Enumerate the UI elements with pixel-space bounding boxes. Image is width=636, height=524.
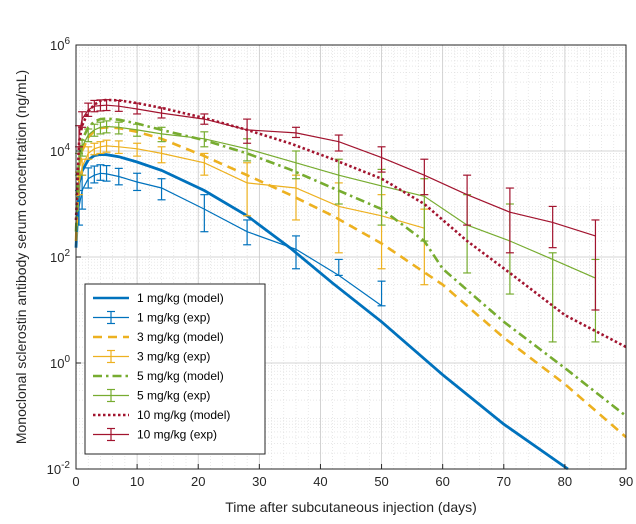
series-group bbox=[74, 98, 627, 471]
y-tick-label: 100 bbox=[50, 354, 70, 371]
y-tick-label: 102 bbox=[50, 248, 70, 265]
series-line-1-mg-kg-model bbox=[74, 153, 569, 471]
x-tick-label: 80 bbox=[558, 474, 572, 489]
legend-entry-label: 1 mg/kg (model) bbox=[137, 291, 224, 305]
legend-entry-label: 10 mg/kg (exp) bbox=[137, 428, 217, 442]
x-tick-label: 30 bbox=[252, 474, 266, 489]
y-tick-label: 106 bbox=[50, 36, 70, 53]
y-tick-label: 104 bbox=[50, 142, 70, 159]
legend-entry-label: 5 mg/kg (model) bbox=[137, 369, 224, 383]
legend-entry-label: 3 mg/kg (model) bbox=[137, 330, 224, 344]
x-tick-label: 10 bbox=[130, 474, 144, 489]
x-tick-label: 90 bbox=[619, 474, 633, 489]
x-tick-label: 50 bbox=[374, 474, 388, 489]
x-tick-label: 40 bbox=[313, 474, 327, 489]
series-line-1-mg-kg-exp bbox=[78, 172, 382, 307]
x-axis-label: Time after subcutaneous injection (days) bbox=[225, 499, 477, 515]
x-tick-label: 60 bbox=[435, 474, 449, 489]
x-tick-label: 20 bbox=[191, 474, 205, 489]
y-tick-label: 10-2 bbox=[47, 460, 71, 477]
x-tick-label: 70 bbox=[497, 474, 511, 489]
legend: 1 mg/kg (model) 1 mg/kg (exp) 3 mg/kg (mod… bbox=[84, 283, 266, 455]
legend-entry-label: 3 mg/kg (exp) bbox=[137, 350, 210, 364]
legend-entry-label: 5 mg/kg (exp) bbox=[137, 389, 210, 403]
series-line-10-mg-kg-model bbox=[74, 98, 627, 349]
legend-box bbox=[84, 283, 266, 455]
y-axis-label: Monoclonal sclerostin antibody serum con… bbox=[13, 70, 29, 444]
legend-entry-label: 10 mg/kg (model) bbox=[137, 408, 230, 422]
legend-entry-label: 1 mg/kg (exp) bbox=[137, 311, 210, 325]
ticks: 0 10 20 30 40 50 60 70 80 90 10-2 100 102 104 106 bbox=[47, 36, 634, 489]
x-tick-label: 0 bbox=[72, 474, 79, 489]
